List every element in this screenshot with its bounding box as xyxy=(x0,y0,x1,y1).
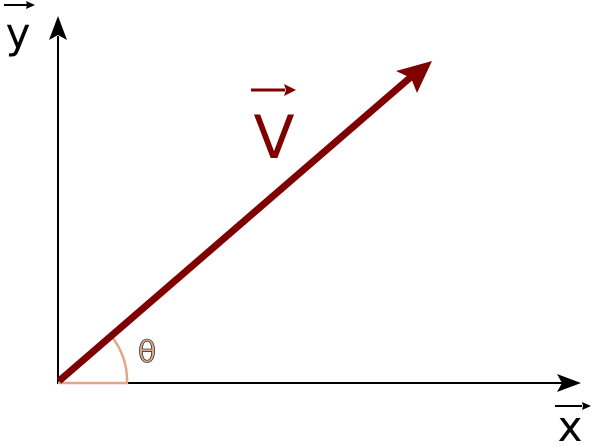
y-axis-label-text: y xyxy=(6,9,31,58)
vector-arrowhead xyxy=(396,61,432,93)
v-label-overarrow-head xyxy=(284,84,296,96)
y-label-overarrow-head xyxy=(26,1,35,9)
x-axis-arrowhead xyxy=(557,374,581,392)
angle-arc xyxy=(111,336,129,384)
x-axis-label-text: x xyxy=(558,402,583,447)
y-axis-label: y xyxy=(4,1,35,58)
x-label-overarrow-head xyxy=(582,402,591,410)
angle-label-theta: θ xyxy=(138,335,156,370)
vector-label-text: V xyxy=(253,103,294,173)
vector-shaft xyxy=(56,73,415,384)
y-axis xyxy=(49,16,67,383)
x-axis-label: x xyxy=(555,402,591,447)
vector-label: V xyxy=(251,84,296,173)
y-axis-arrowhead xyxy=(49,16,67,40)
vector-v xyxy=(56,61,432,384)
x-axis xyxy=(57,374,581,392)
